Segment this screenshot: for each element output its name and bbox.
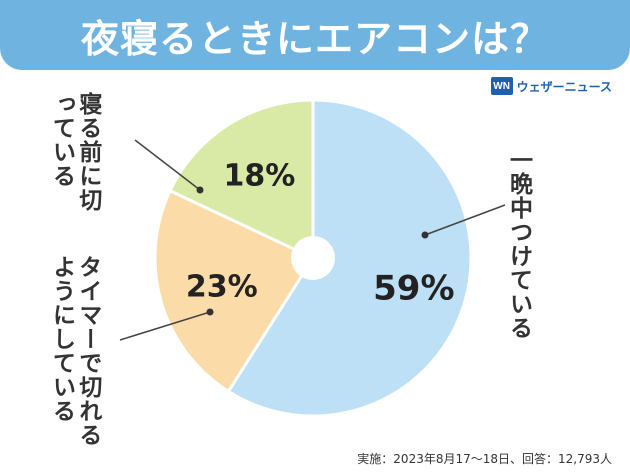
weathernews-logo-icon: WN — [490, 77, 513, 95]
leader-line — [134, 139, 201, 191]
label-overnight: 一晩中つけている — [505, 148, 532, 340]
donut-hole — [291, 236, 335, 280]
title-banner: 夜寝るときにエアコンは？ — [0, 0, 630, 70]
pie-slice — [226, 98, 473, 418]
slice-value-label: 59% — [373, 268, 454, 308]
label-timer: タイマーで切れるようにしている — [48, 255, 101, 447]
brand-mark: WN ウェザーニュース — [490, 77, 612, 95]
slice-value-label: 18% — [224, 159, 296, 194]
survey-footnote: 実施：2023年8月17〜18日、回答：12,793人 — [357, 452, 612, 466]
leader-dot — [421, 231, 429, 239]
chart-title: 夜寝るときにエアコンは？ — [80, 16, 549, 61]
slice-value-label: 23% — [186, 270, 258, 305]
leader-line — [119, 311, 211, 341]
leader-line — [424, 204, 506, 236]
leader-dot — [206, 308, 214, 316]
brand-name: ウェザーニュース — [516, 79, 612, 94]
label-before-sleep: 寝る前に切っている — [48, 92, 101, 212]
pie-slice — [168, 98, 315, 261]
leader-dot — [196, 186, 204, 194]
